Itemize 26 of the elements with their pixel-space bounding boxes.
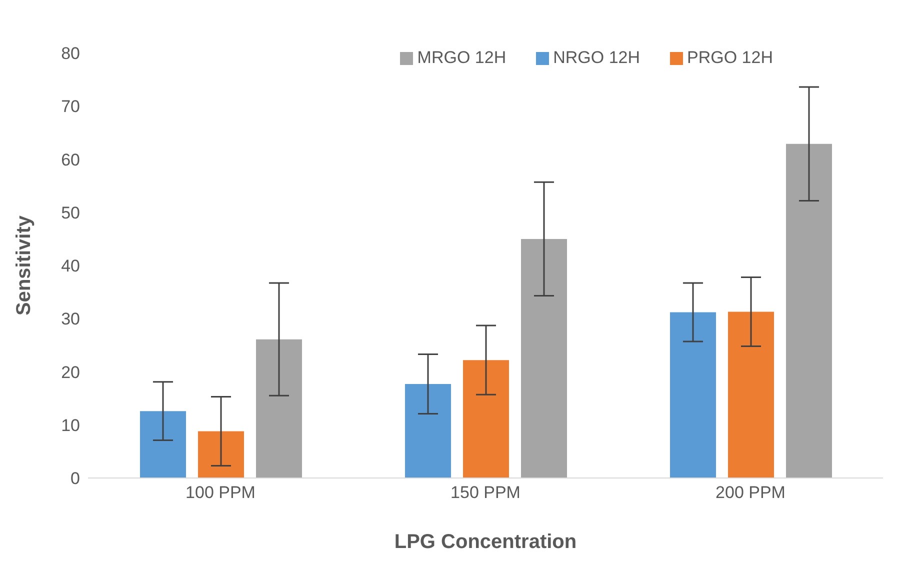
x-tick-label: 100 PPM <box>186 483 256 502</box>
bar <box>786 144 832 478</box>
y-tick-label: 60 <box>61 150 80 170</box>
legend-label: MRGO 12H <box>417 48 506 67</box>
bar <box>728 312 774 478</box>
y-tick-label: 70 <box>61 97 80 116</box>
y-tick-label: 0 <box>70 469 80 488</box>
bar <box>670 312 716 478</box>
bar <box>256 339 302 478</box>
bar <box>521 238 567 478</box>
bar <box>140 411 186 478</box>
legend-label: PRGO 12H <box>687 48 773 67</box>
bar <box>463 360 509 478</box>
bar <box>198 431 244 478</box>
x-axis-title: LPG Concentration <box>394 531 577 553</box>
y-tick-label: 10 <box>61 416 80 435</box>
x-tick-label: 150 PPM <box>450 483 520 502</box>
bar <box>405 384 451 478</box>
y-tick-label: 50 <box>61 203 80 222</box>
y-tick-label: 80 <box>61 44 80 64</box>
legend-label: NRGO 12H <box>553 48 640 67</box>
y-tick-label: 30 <box>61 310 80 329</box>
y-axis-title: Sensitivity <box>13 214 36 316</box>
y-tick-label: 20 <box>61 362 80 382</box>
y-tick-label: 40 <box>61 256 80 276</box>
x-tick-label: 200 PPM <box>716 483 786 502</box>
